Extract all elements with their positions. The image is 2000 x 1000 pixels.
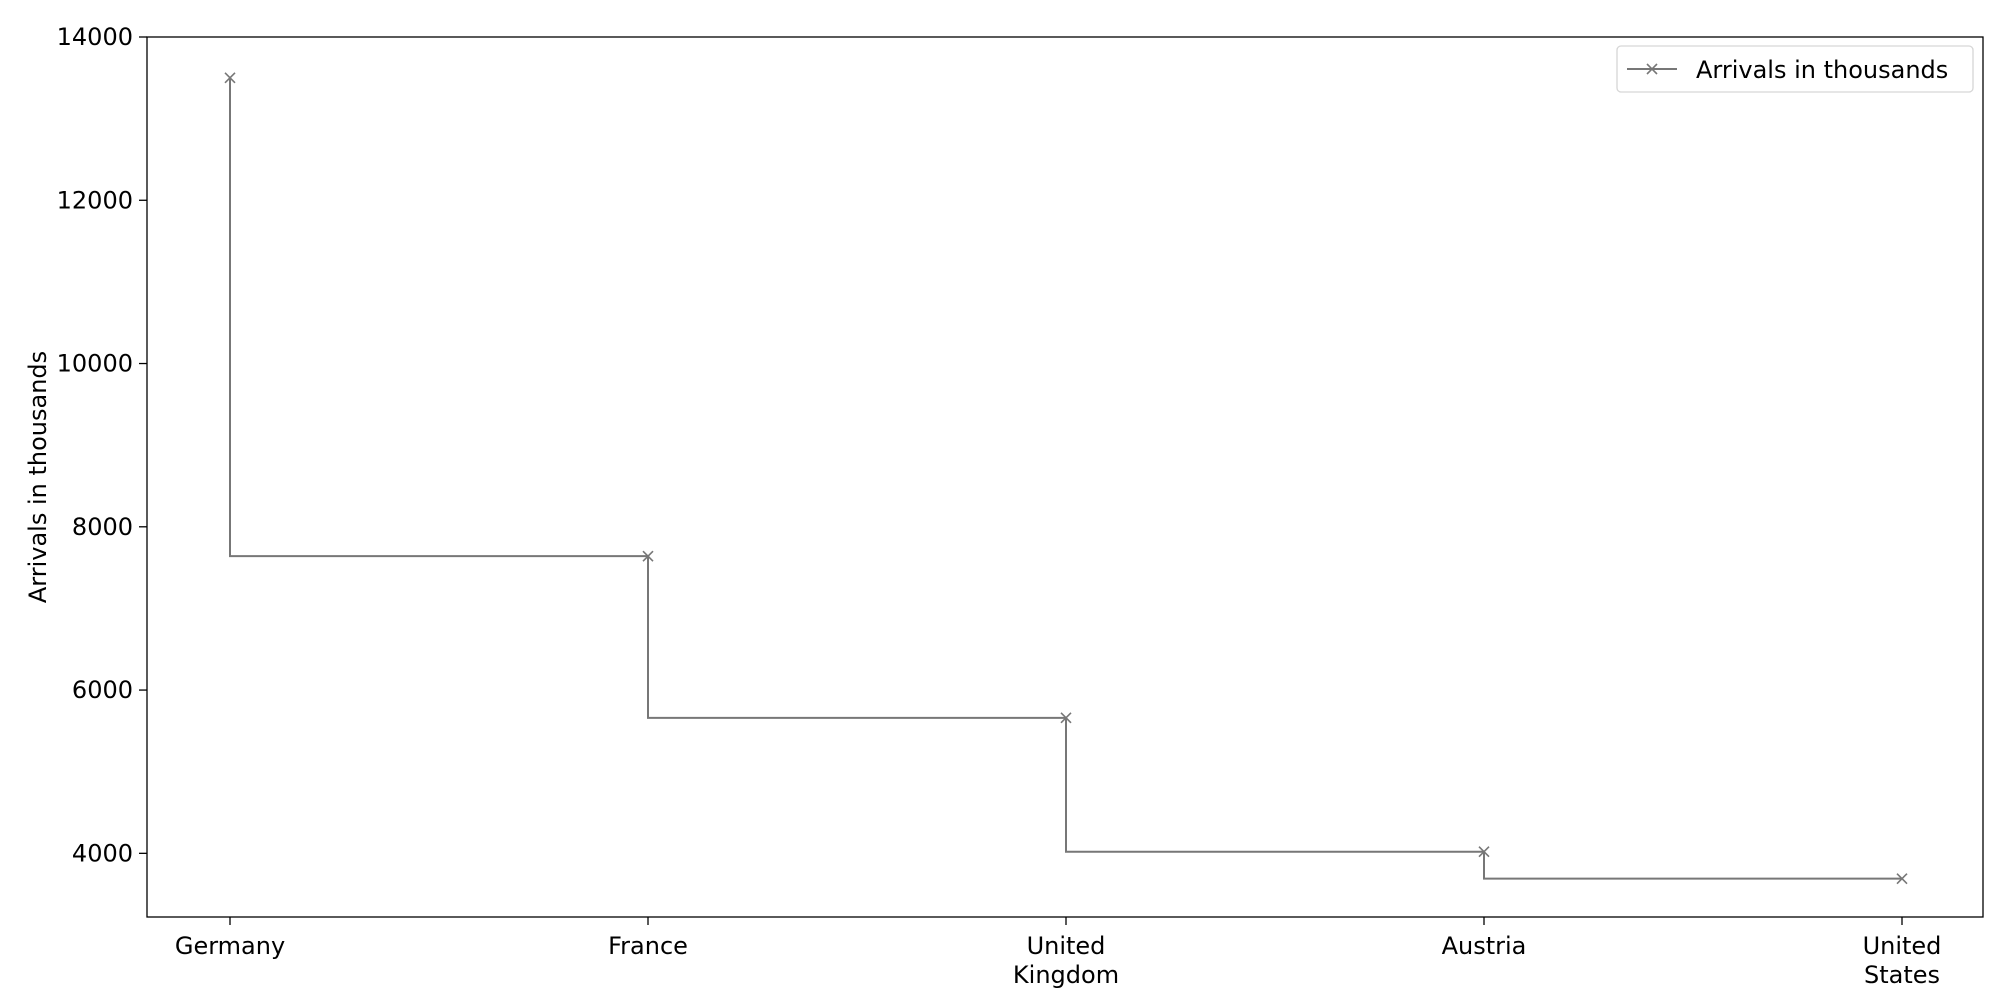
legend-label: Arrivals in thousands [1696,56,1948,84]
y-axis-ticks: 4000 6000 8000 10000 12000 14000 [57,23,147,867]
legend-marker [1646,63,1658,75]
x-tick-label: France [608,932,688,960]
x-tick-label: United States [1863,932,1942,989]
legend: Arrivals in thousands [1616,45,1974,93]
legend-box [1616,45,1974,93]
x-axis-ticks: Germany France United Kingdom Austria United S… [175,917,1942,989]
series-layer [224,72,1908,885]
data-point-marker [1060,712,1072,724]
data-point-marker [1896,873,1908,885]
x-tick-label: Germany [175,932,285,960]
y-tick-label: 14000 [57,23,133,51]
y-tick-label: 12000 [57,186,133,214]
data-point-marker [1478,846,1490,858]
y-tick-label: 4000 [72,839,133,867]
axes-frame [146,36,1984,918]
x-tick-label: United Kingdom [1013,932,1119,989]
x-tick-label: Austria [1442,932,1527,960]
y-tick-label: 8000 [72,513,133,541]
legend-marker-x [1646,63,1658,75]
y-axis-label: Arrivals in thousands [24,351,52,603]
y-tick-label: 6000 [72,676,133,704]
data-point-marker [642,550,654,562]
y-tick-label: 10000 [57,350,133,378]
data-point-marker [224,72,236,84]
